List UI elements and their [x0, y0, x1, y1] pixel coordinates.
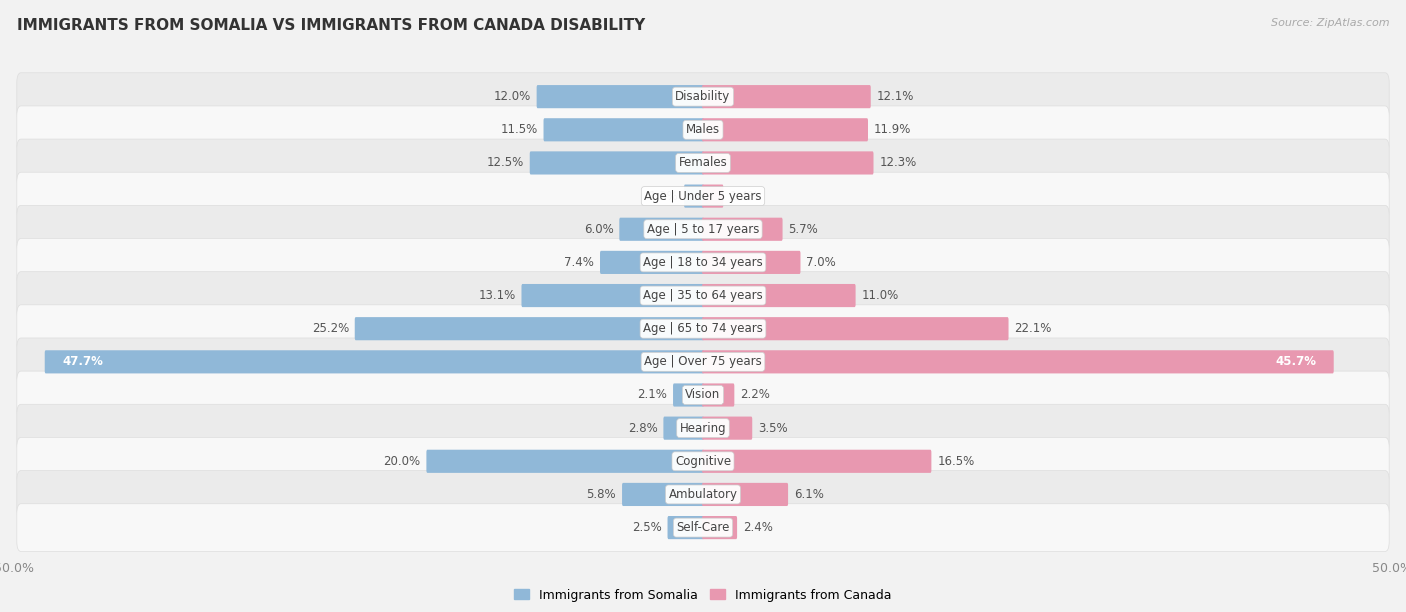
Text: 11.9%: 11.9%	[875, 123, 911, 136]
FancyBboxPatch shape	[17, 405, 1389, 452]
FancyBboxPatch shape	[522, 284, 704, 307]
FancyBboxPatch shape	[702, 251, 800, 274]
FancyBboxPatch shape	[702, 450, 931, 473]
FancyBboxPatch shape	[17, 504, 1389, 551]
Text: 47.7%: 47.7%	[62, 356, 103, 368]
FancyBboxPatch shape	[17, 338, 1389, 386]
FancyBboxPatch shape	[702, 118, 868, 141]
Text: 11.0%: 11.0%	[862, 289, 898, 302]
FancyBboxPatch shape	[17, 272, 1389, 319]
Text: Males: Males	[686, 123, 720, 136]
Text: Disability: Disability	[675, 90, 731, 103]
Text: Age | Under 5 years: Age | Under 5 years	[644, 190, 762, 203]
Text: 6.1%: 6.1%	[794, 488, 824, 501]
FancyBboxPatch shape	[17, 371, 1389, 419]
Text: Hearing: Hearing	[679, 422, 727, 435]
Text: 12.3%: 12.3%	[879, 157, 917, 170]
FancyBboxPatch shape	[673, 383, 704, 406]
FancyBboxPatch shape	[17, 438, 1389, 485]
FancyBboxPatch shape	[702, 85, 870, 108]
Text: 2.5%: 2.5%	[631, 521, 662, 534]
FancyBboxPatch shape	[544, 118, 704, 141]
FancyBboxPatch shape	[426, 450, 704, 473]
Text: 13.1%: 13.1%	[478, 289, 516, 302]
FancyBboxPatch shape	[17, 239, 1389, 286]
FancyBboxPatch shape	[530, 151, 704, 174]
Text: 6.0%: 6.0%	[583, 223, 613, 236]
Text: 45.7%: 45.7%	[1275, 356, 1316, 368]
FancyBboxPatch shape	[702, 151, 873, 174]
Text: Age | 35 to 64 years: Age | 35 to 64 years	[643, 289, 763, 302]
FancyBboxPatch shape	[17, 305, 1389, 353]
FancyBboxPatch shape	[702, 516, 737, 539]
Text: 7.4%: 7.4%	[564, 256, 595, 269]
Text: Age | 65 to 74 years: Age | 65 to 74 years	[643, 322, 763, 335]
Text: 20.0%: 20.0%	[384, 455, 420, 468]
Text: 2.2%: 2.2%	[740, 389, 770, 401]
Text: Source: ZipAtlas.com: Source: ZipAtlas.com	[1271, 18, 1389, 28]
FancyBboxPatch shape	[354, 317, 704, 340]
FancyBboxPatch shape	[702, 417, 752, 440]
Text: 16.5%: 16.5%	[938, 455, 974, 468]
Text: Self-Care: Self-Care	[676, 521, 730, 534]
FancyBboxPatch shape	[702, 184, 723, 207]
FancyBboxPatch shape	[702, 383, 734, 406]
Text: Ambulatory: Ambulatory	[668, 488, 738, 501]
FancyBboxPatch shape	[619, 218, 704, 241]
Text: 2.4%: 2.4%	[742, 521, 773, 534]
Text: Age | 5 to 17 years: Age | 5 to 17 years	[647, 223, 759, 236]
FancyBboxPatch shape	[17, 172, 1389, 220]
Legend: Immigrants from Somalia, Immigrants from Canada: Immigrants from Somalia, Immigrants from…	[509, 584, 897, 606]
FancyBboxPatch shape	[537, 85, 704, 108]
FancyBboxPatch shape	[668, 516, 704, 539]
Text: 11.5%: 11.5%	[501, 123, 537, 136]
FancyBboxPatch shape	[17, 206, 1389, 253]
Text: 2.8%: 2.8%	[628, 422, 658, 435]
FancyBboxPatch shape	[17, 139, 1389, 187]
Text: 12.1%: 12.1%	[876, 90, 914, 103]
FancyBboxPatch shape	[702, 284, 856, 307]
Text: 7.0%: 7.0%	[807, 256, 837, 269]
FancyBboxPatch shape	[600, 251, 704, 274]
Text: Females: Females	[679, 157, 727, 170]
Text: 25.2%: 25.2%	[312, 322, 349, 335]
Text: 5.7%: 5.7%	[789, 223, 818, 236]
Text: 5.8%: 5.8%	[586, 488, 616, 501]
Text: Age | 18 to 34 years: Age | 18 to 34 years	[643, 256, 763, 269]
FancyBboxPatch shape	[17, 471, 1389, 518]
FancyBboxPatch shape	[621, 483, 704, 506]
Text: Vision: Vision	[685, 389, 721, 401]
Text: Cognitive: Cognitive	[675, 455, 731, 468]
Text: 1.3%: 1.3%	[648, 190, 678, 203]
FancyBboxPatch shape	[702, 350, 1334, 373]
FancyBboxPatch shape	[45, 350, 704, 373]
Text: 12.0%: 12.0%	[494, 90, 531, 103]
Text: Age | Over 75 years: Age | Over 75 years	[644, 356, 762, 368]
FancyBboxPatch shape	[17, 73, 1389, 121]
FancyBboxPatch shape	[17, 106, 1389, 154]
Text: 12.5%: 12.5%	[486, 157, 524, 170]
FancyBboxPatch shape	[702, 317, 1008, 340]
Text: 1.4%: 1.4%	[730, 190, 759, 203]
Text: 22.1%: 22.1%	[1014, 322, 1052, 335]
Text: IMMIGRANTS FROM SOMALIA VS IMMIGRANTS FROM CANADA DISABILITY: IMMIGRANTS FROM SOMALIA VS IMMIGRANTS FR…	[17, 18, 645, 34]
Text: 2.1%: 2.1%	[637, 389, 668, 401]
FancyBboxPatch shape	[702, 483, 789, 506]
FancyBboxPatch shape	[702, 218, 783, 241]
Text: 3.5%: 3.5%	[758, 422, 787, 435]
FancyBboxPatch shape	[685, 184, 704, 207]
FancyBboxPatch shape	[664, 417, 704, 440]
